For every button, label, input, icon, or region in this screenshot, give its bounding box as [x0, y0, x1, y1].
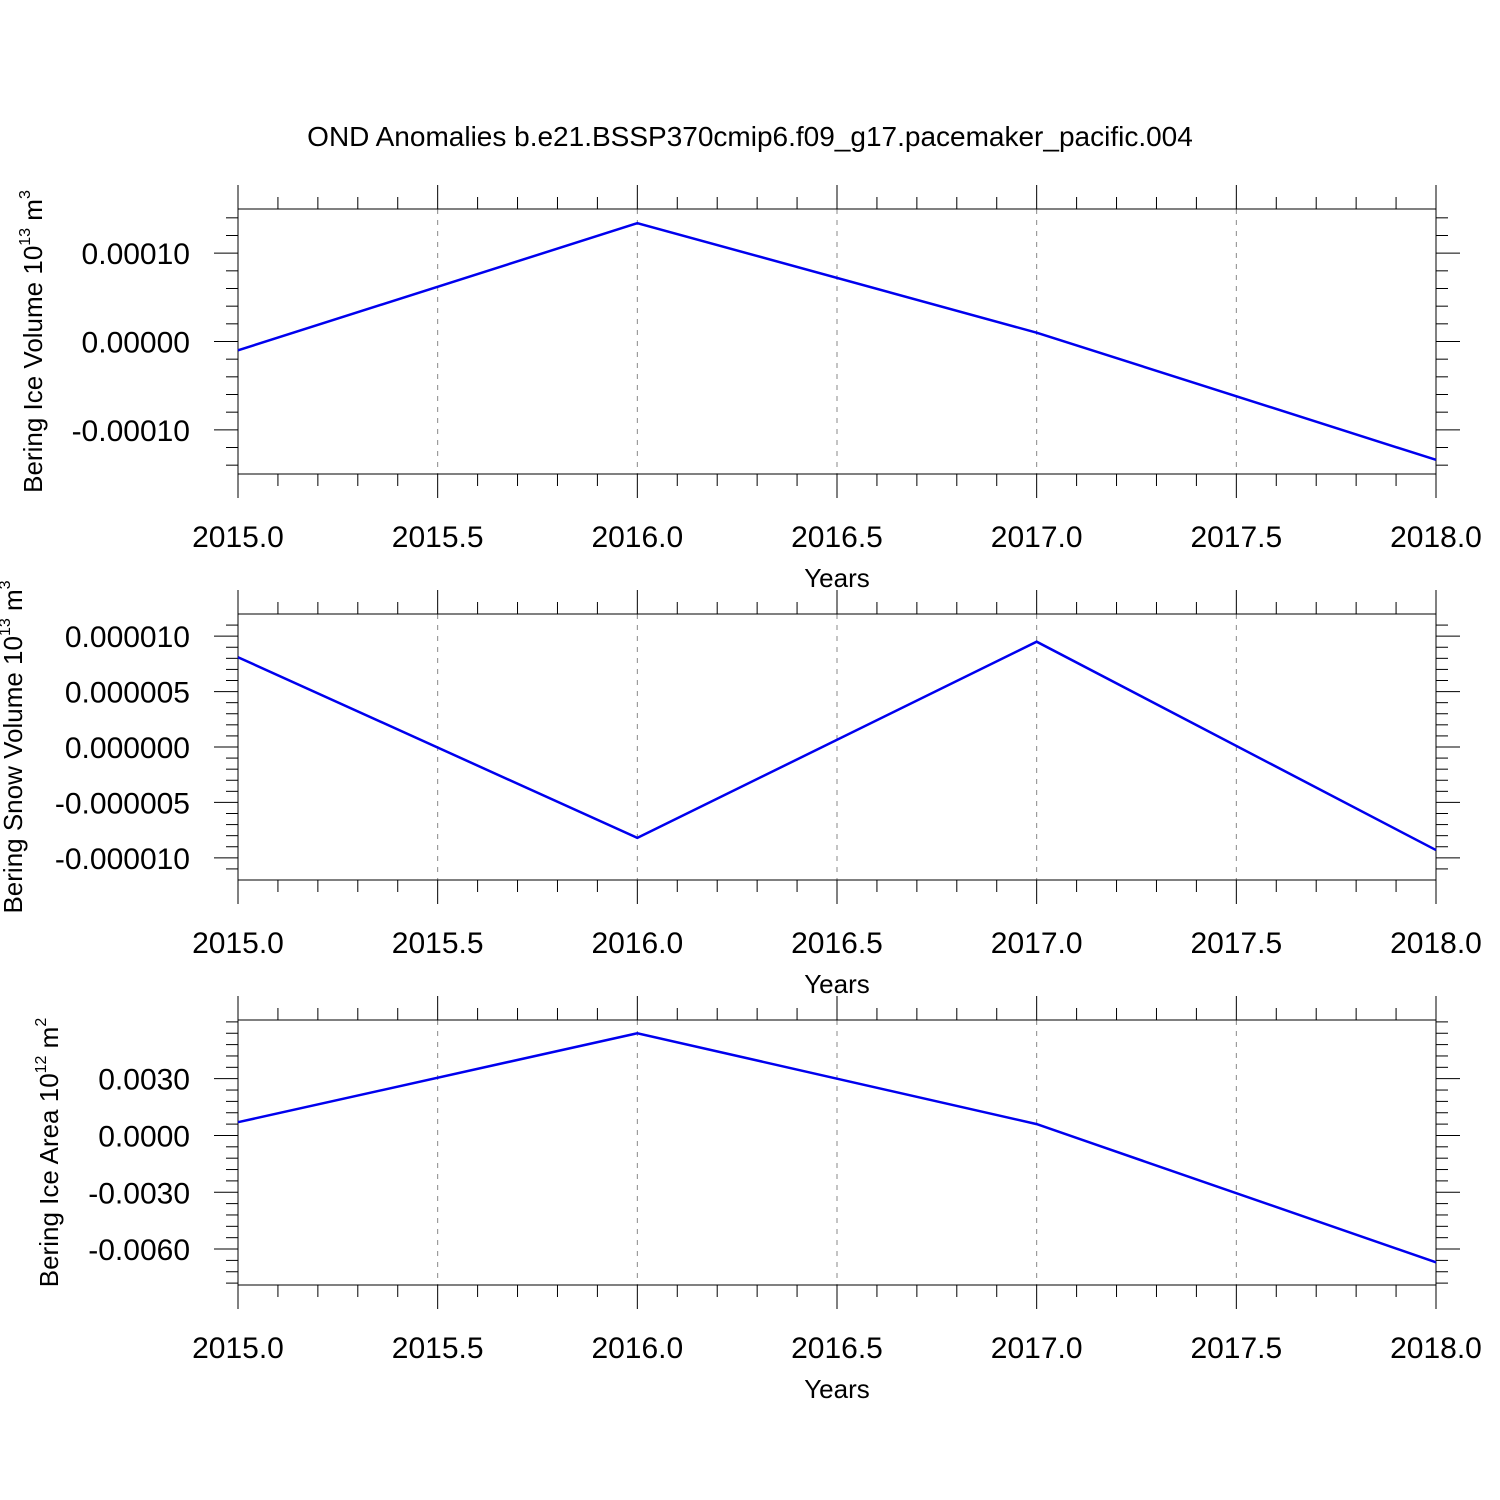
series-line [237, 640, 1437, 852]
y-axis-label-unit-exp: 2 [33, 1018, 50, 1027]
y-tick-label: -0.0030 [88, 1177, 190, 1210]
y-axis-label: Bering Snow Volume 1013 m3 [0, 580, 28, 913]
y-tick-label: 0.0000 [98, 1120, 190, 1153]
y-axis-label-unit: m [0, 589, 28, 618]
y-tick-label: 0.000005 [65, 677, 190, 710]
x-tick-label: 2017.0 [991, 927, 1083, 960]
y-tick-label: 0.0030 [98, 1064, 190, 1097]
y-axis-label-unit-exp: 3 [17, 190, 34, 199]
x-tick-label: 2017.5 [1190, 1332, 1282, 1365]
series-line [237, 1031, 1437, 1264]
y-tick-label: 0.000000 [65, 732, 190, 765]
y-tick-label: -0.00010 [72, 415, 190, 448]
x-tick-label: 2017.5 [1190, 927, 1282, 960]
y-axis-label-unit-exp: 3 [0, 580, 14, 589]
x-tick-label: 2016.5 [791, 1332, 883, 1365]
x-tick-label: 2017.5 [1190, 521, 1282, 554]
chart-title: OND Anomalies b.e21.BSSP370cmip6.f09_g17… [307, 121, 1193, 152]
y-axis-label-unit: m [18, 199, 48, 228]
y-axis-label-prefix: Bering Ice Volume 10 [18, 246, 48, 493]
panel-3: 2015.0 2015.5 2016.0 2016.5 2017.0 2017.5 2018… [33, 996, 1482, 1404]
y-tick-label: -0.000005 [55, 787, 190, 820]
x-tick-label: 2017.0 [991, 1332, 1083, 1365]
y-tick-label: 0.000010 [65, 621, 190, 654]
y-axis-ticks [214, 624, 1460, 870]
y-axis-label-exp: 13 [17, 228, 34, 246]
x-tick-label: 2018.0 [1390, 927, 1482, 960]
series-line [237, 221, 1437, 462]
x-tick-label: 2015.0 [192, 521, 284, 554]
x-tick-label: 2016.5 [791, 927, 883, 960]
x-tick-label: 2018.0 [1390, 521, 1482, 554]
x-axis-label: Years [804, 969, 870, 999]
x-tick-label: 2015.5 [392, 521, 484, 554]
y-axis-ticks [214, 217, 1460, 466]
x-axis-ticks [237, 996, 1437, 1309]
y-axis-ticks [214, 1021, 1460, 1284]
x-tick-label: 2015.5 [392, 1332, 484, 1365]
y-axis-label: Bering Ice Volume 1013 m3 [17, 190, 48, 493]
x-tick-label: 2017.0 [991, 521, 1083, 554]
x-tick-label: 2016.0 [591, 927, 683, 960]
y-tick-label: -0.0060 [88, 1234, 190, 1267]
y-axis-label-exp: 13 [0, 618, 14, 636]
x-axis-label: Years [804, 1374, 870, 1404]
x-axis-label: Years [804, 563, 870, 593]
x-tick-label: 2015.0 [192, 1332, 284, 1365]
x-tick-label: 2016.5 [791, 521, 883, 554]
panel-2: 2015.0 2015.5 2016.0 2016.5 2017.0 2017.5 2018… [0, 580, 1482, 999]
y-tick-label: 0.00000 [82, 327, 190, 360]
panel-1: 2015.0 2015.5 2016.0 2016.5 2017.0 2017.5 2018… [17, 185, 1482, 593]
y-axis-label: Bering Ice Area 1012 m2 [33, 1018, 64, 1288]
x-tick-label: 2018.0 [1390, 1332, 1482, 1365]
y-axis-label-prefix: Bering Ice Area 10 [34, 1073, 64, 1287]
x-axis-ticks [237, 185, 1437, 498]
x-tick-label: 2015.5 [392, 927, 484, 960]
y-axis-label-unit: m [34, 1027, 64, 1056]
x-tick-label: 2016.0 [591, 1332, 683, 1365]
y-tick-label: -0.000010 [55, 843, 190, 876]
y-axis-label-exp: 12 [33, 1055, 50, 1073]
x-tick-label: 2015.0 [192, 927, 284, 960]
x-tick-label: 2016.0 [591, 521, 683, 554]
y-axis-label-prefix: Bering Snow Volume 10 [0, 636, 28, 914]
x-axis-ticks [237, 590, 1437, 904]
y-tick-label: 0.00010 [82, 238, 190, 271]
